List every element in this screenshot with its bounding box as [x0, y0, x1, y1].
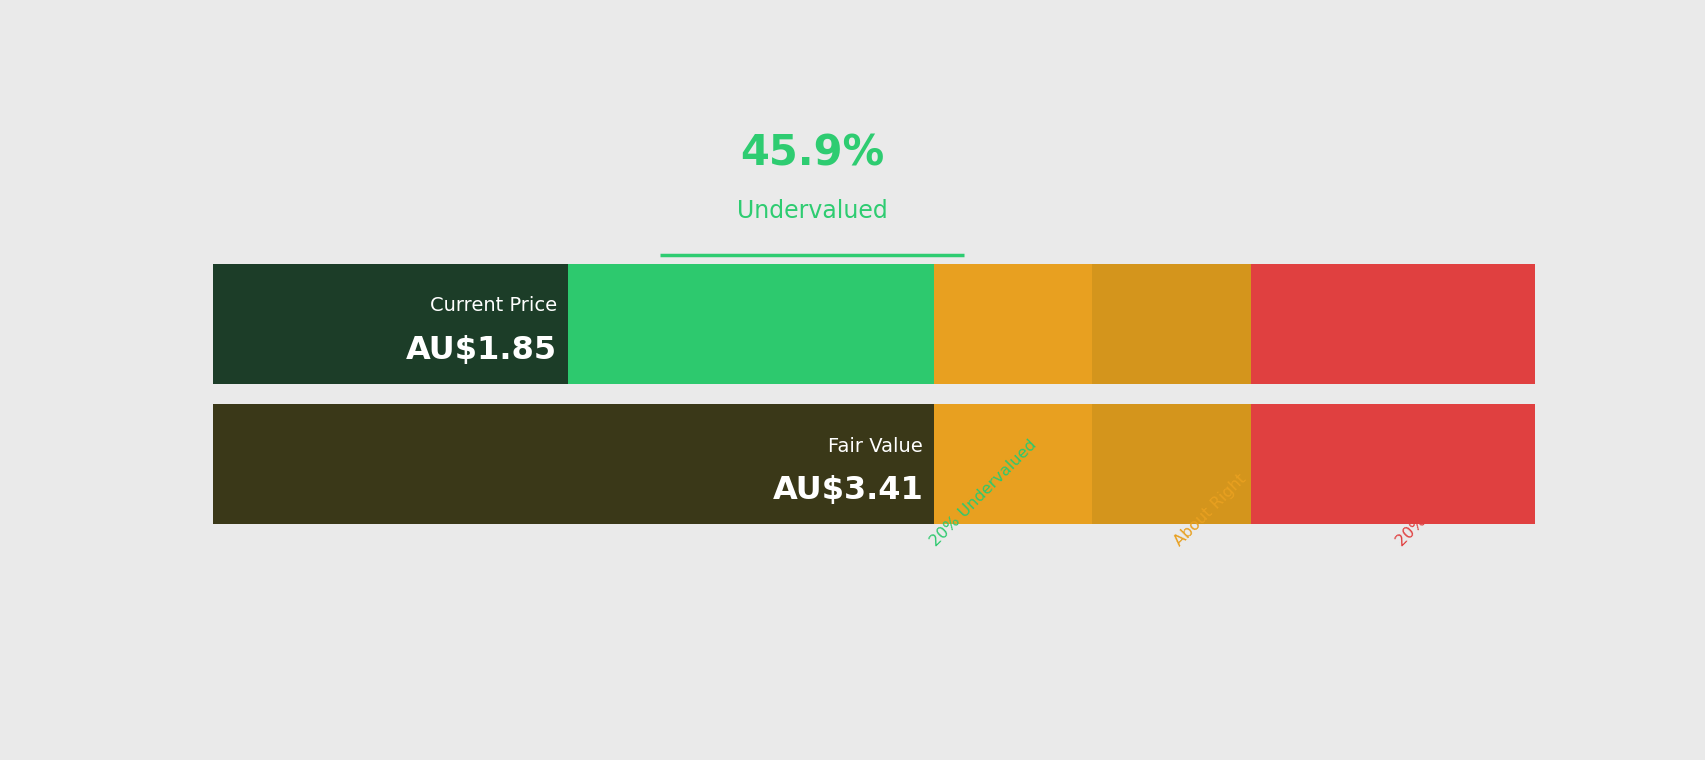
- Text: AU$1.85: AU$1.85: [406, 334, 556, 366]
- Text: Current Price: Current Price: [430, 296, 556, 315]
- Bar: [1250, 264, 1534, 384]
- Text: About Right: About Right: [1171, 472, 1248, 549]
- Bar: [213, 264, 568, 384]
- Bar: [1091, 404, 1250, 524]
- Text: 20% Undervalued: 20% Undervalued: [928, 437, 1038, 549]
- Text: 20% Overvalued: 20% Overvalued: [1393, 445, 1497, 549]
- Bar: [1091, 264, 1250, 384]
- Text: AU$3.41: AU$3.41: [772, 475, 922, 506]
- Bar: [213, 264, 933, 384]
- Bar: [213, 404, 933, 524]
- Bar: [213, 404, 933, 524]
- Text: Undervalued: Undervalued: [737, 199, 887, 223]
- Text: Fair Value: Fair Value: [829, 437, 922, 456]
- Text: 45.9%: 45.9%: [740, 132, 883, 174]
- Bar: [1250, 404, 1534, 524]
- Bar: [933, 264, 1091, 384]
- Bar: [933, 404, 1091, 524]
